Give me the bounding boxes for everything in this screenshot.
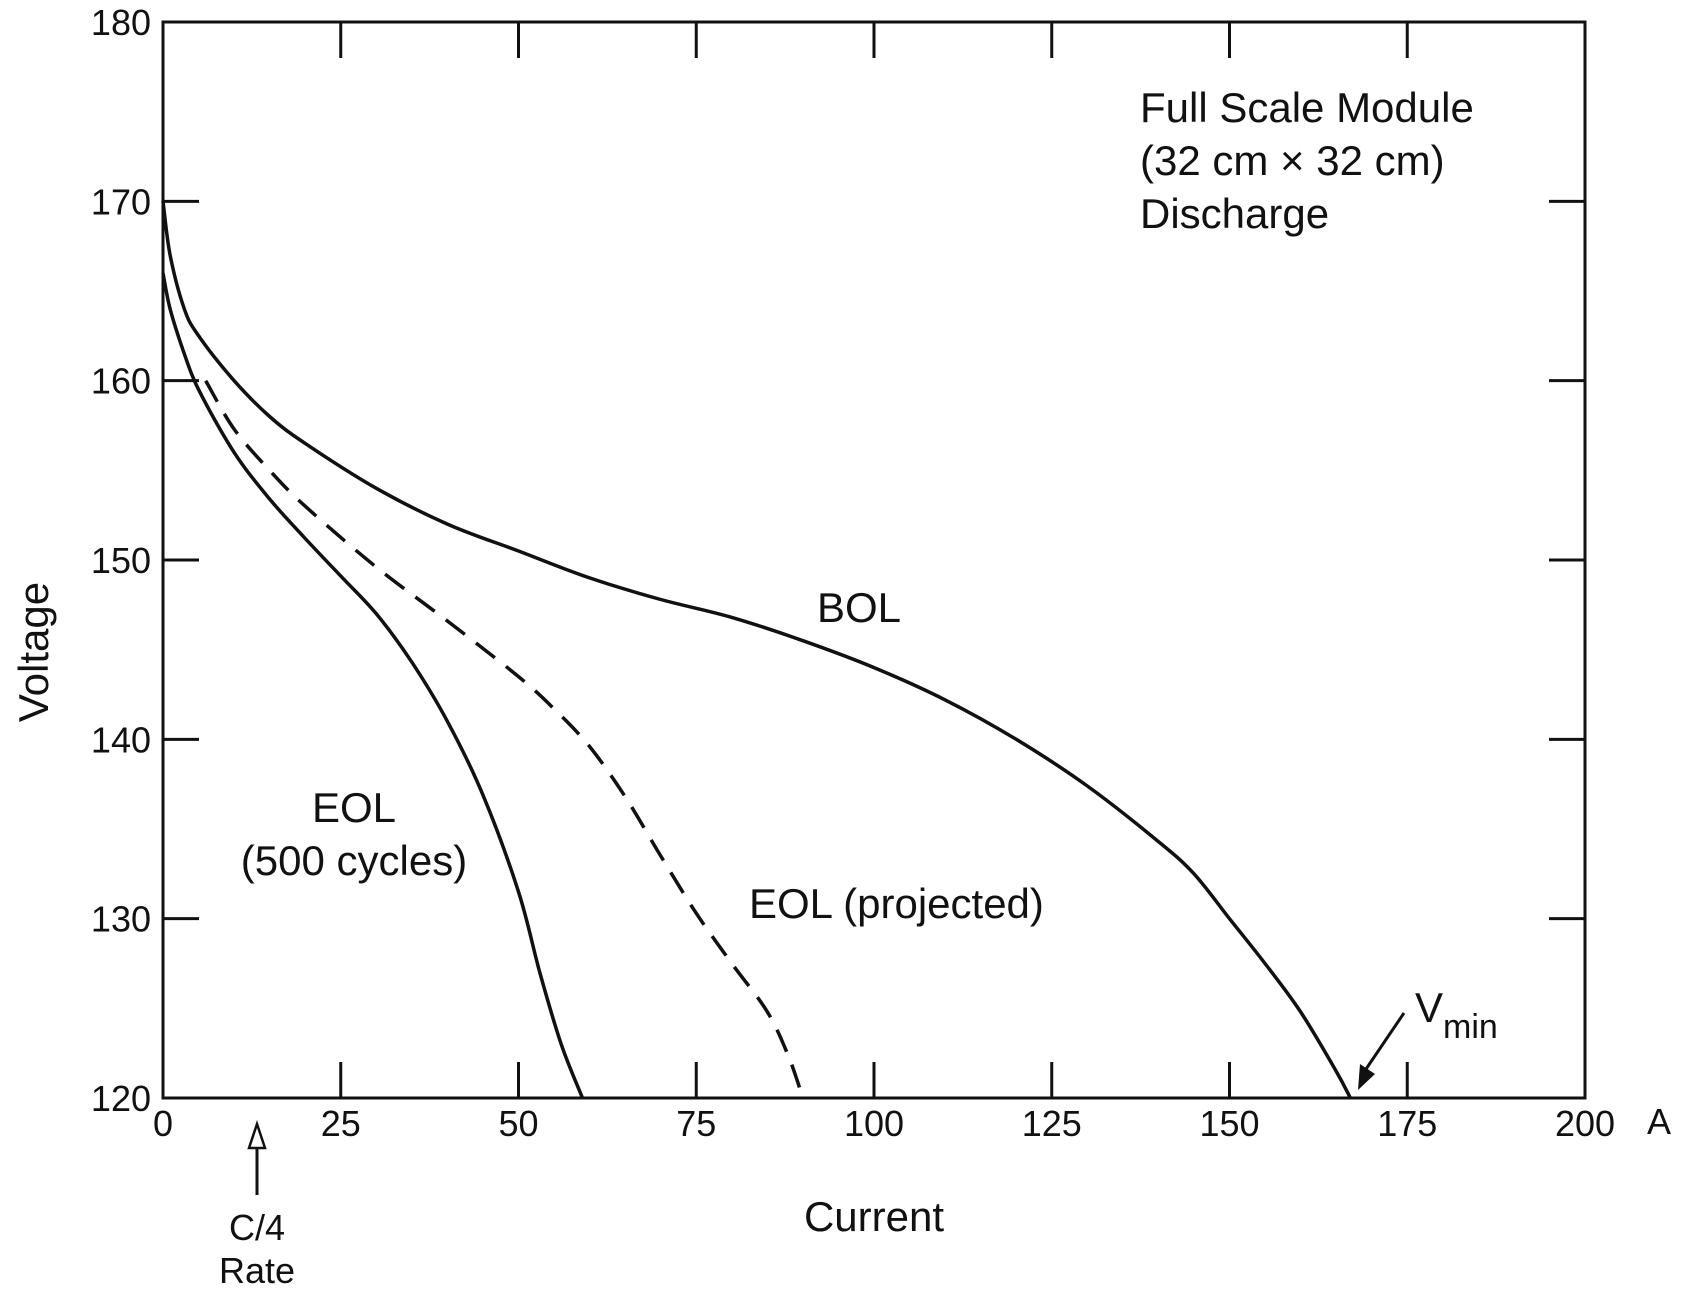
info-line-3: Discharge [1140, 190, 1329, 237]
c4-rate-arrow-head [247, 1120, 267, 1150]
y-tick-label-170: 170 [91, 181, 151, 222]
x-tick-label-175: 175 [1377, 1103, 1437, 1144]
x-tick-label-0: 0 [153, 1103, 173, 1144]
vmin-subscript: min [1443, 1008, 1498, 1046]
x-tick-label-150: 150 [1199, 1103, 1259, 1144]
x-tick-label-100: 100 [844, 1103, 904, 1144]
x-tick-label-200: 200 [1555, 1103, 1615, 1144]
x-tick-label-125: 125 [1022, 1103, 1082, 1144]
x-axis-unit: A [1647, 1101, 1671, 1142]
y-tick-label-160: 160 [91, 361, 151, 402]
vmin-main: V [1415, 984, 1443, 1031]
x-tick-label-25: 25 [321, 1103, 361, 1144]
vmin-marker: Vmin [1358, 984, 1498, 1090]
x-tick-label-50: 50 [498, 1103, 538, 1144]
series-label-eol-500-line-1: EOL [312, 784, 396, 831]
vmin-arrow-head [1358, 1064, 1375, 1090]
c4-rate-label-1: C/4 [229, 1207, 285, 1248]
x-axis-ticks: 0 25 50 75 100 125 150 175 200 [153, 22, 1615, 1144]
series-label-bol: BOL [817, 584, 901, 631]
y-axis-title: Voltage [10, 582, 57, 722]
y-tick-label-150: 150 [91, 540, 151, 581]
c4-rate-label-2: Rate [219, 1250, 295, 1291]
y-tick-label-180: 180 [91, 2, 151, 43]
vmin-arrow-stem [1360, 1012, 1406, 1076]
series-line-2 [161, 272, 585, 1099]
y-tick-label-130: 130 [91, 899, 151, 940]
series-line-1 [204, 379, 805, 1099]
y-axis-ticks: 120 130 140 150 160 170 180 [91, 2, 1585, 1119]
x-tick-label-75: 75 [676, 1103, 716, 1144]
info-line-1: Full Scale Module [1140, 84, 1474, 131]
series-line-0 [161, 201, 1352, 1099]
y-tick-label-120: 120 [91, 1078, 151, 1119]
series-label-eol-projected: EOL (projected) [749, 880, 1044, 927]
series-label-eol-500-line-2: (500 cycles) [241, 837, 467, 884]
x-axis-title: Current [804, 1193, 944, 1240]
info-box: Full Scale Module (32 cm × 32 cm) Discha… [1140, 84, 1474, 237]
vmin-label: Vmin [1415, 984, 1498, 1046]
series-layer [161, 201, 1352, 1099]
c4-rate-marker: C/4 Rate [219, 1120, 295, 1291]
y-tick-label-140: 140 [91, 719, 151, 760]
info-line-2: (32 cm × 32 cm) [1140, 137, 1445, 184]
